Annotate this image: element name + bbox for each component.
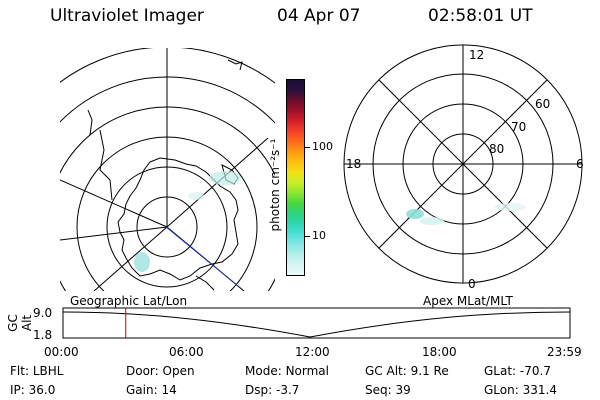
mlat-label-80: 80 [489,142,505,156]
geo-meridian [93,226,168,291]
geo-lat-circle [76,136,258,291]
coastline [87,109,93,136]
colorbar-units-label: photon cm⁻²s⁻¹ [268,138,282,232]
apex-axis [378,79,548,249]
info-seq: Seq: 39 [365,383,411,397]
timeline-ytick: 1.8 [33,328,53,342]
timeline-ytick: 9.0 [33,306,53,320]
geo-meridian [166,226,245,291]
timeline-xtick: 12:00 [295,345,330,359]
geo-meridian [166,137,269,228]
time-label: 02:58:01 UT [428,6,533,26]
mlt-label-0: 0 [468,277,476,291]
info-mode: Mode: Normal [245,364,329,378]
apex-ring [343,44,583,284]
apex-ring [402,103,524,225]
geo-lat-circle [106,166,228,288]
mlat-label-70: 70 [511,120,527,134]
satellite-track [164,225,239,287]
timeline-xtick: 06:00 [169,345,204,359]
info-filter: Flt: LBHL [10,364,64,378]
apex-ring [372,73,554,255]
coastline [221,164,239,185]
timeline-ylabel: GC Alt [6,314,34,332]
instrument-title: Ultraviolet Imager [50,6,204,26]
geo-meridian [60,179,168,228]
apex-axis [378,79,548,249]
timeline-xtick: 23:59 [547,345,582,359]
apex-ring [432,133,494,195]
date-label: 04 Apr 07 [277,6,361,26]
geo-lat-circle [136,196,198,258]
info-gain: Gain: 14 [126,383,177,397]
info-door: Door: Open [126,364,195,378]
info-glat: GLat: -70.7 [484,364,551,378]
mlt-label-6: 6 [576,157,584,171]
colorbar-tick [305,147,310,148]
colorbar-tick [305,236,310,237]
info-ip: IP: 36.0 [10,383,56,397]
colorbar-tick-label: 100 [312,140,333,153]
coastline [117,157,239,281]
info-dsp: Dsp: -3.7 [245,383,300,397]
coastline [99,129,113,201]
coastline [227,59,243,71]
timeline-xtick: 00:00 [44,345,79,359]
mlt-label-18: 18 [346,157,362,171]
coastline [195,275,215,291]
colorbar [286,79,305,276]
geo-meridian [60,226,168,241]
apex-panel-label: Apex MLat/MLT [423,294,513,308]
geo-panel-label: Geographic Lat/Lon [70,294,188,308]
geo-lat-circle [60,106,275,291]
timeline-xtick: 18:00 [422,345,457,359]
info-glon: GLon: 331.4 [484,383,557,397]
mlt-label-12: 12 [469,48,485,62]
info-gc-alt: GC Alt: 9.1 Re [365,364,449,378]
mlat-label-60: 60 [535,97,551,111]
altitude-curve [62,311,571,338]
colorbar-tick-label: 10 [312,229,326,242]
